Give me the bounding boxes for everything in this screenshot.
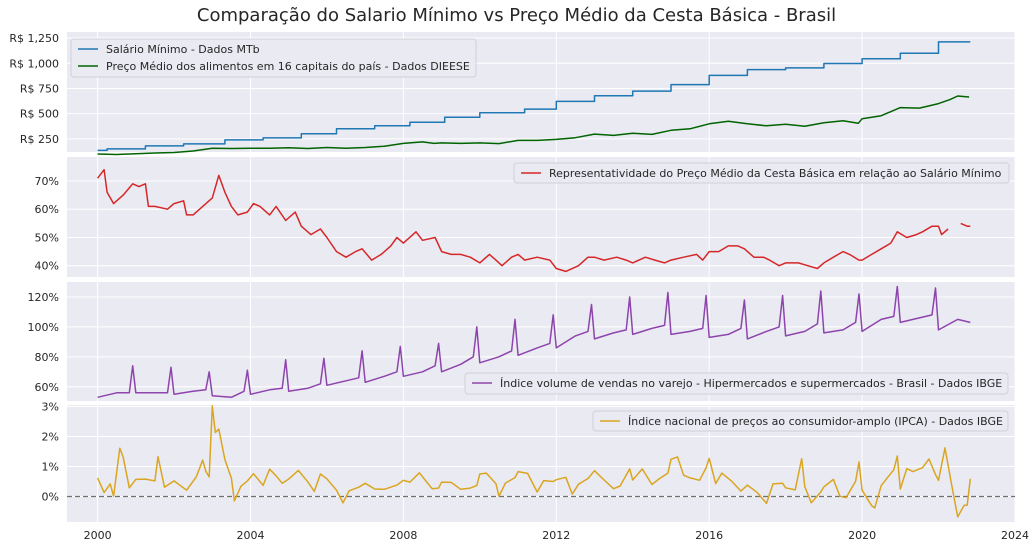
panel-4: 0% 1% 2% 3% Índice nacional de preços ao con… — [42, 401, 1016, 522]
y-tick-label: 50% — [35, 231, 59, 244]
legend-label: Preço Médio dos alimentos em 16 capitais… — [106, 60, 470, 73]
y-tick-label: 3% — [42, 401, 59, 414]
series-line — [97, 168, 971, 273]
series-line — [97, 41, 971, 152]
x-tick-label: 2016 — [695, 529, 723, 542]
panel-2: 40% 50% 60% 70% Representatividade do Preço … — [35, 157, 1016, 277]
y-tick-label: 60% — [35, 203, 59, 216]
y-tick-label: 60% — [35, 381, 59, 394]
y-tick-label: 2% — [42, 431, 59, 444]
y-tick-label: 40% — [35, 260, 59, 273]
legend-box — [464, 372, 1009, 395]
legend-box — [513, 162, 1010, 184]
legend-box — [70, 38, 477, 78]
panel-3: 60% 80% 100% 120% Índice volume de vendas no… — [28, 282, 1016, 401]
y-tick-label: R$ 750 — [20, 82, 59, 95]
y-tick-label: R$ 250 — [20, 133, 59, 146]
y-tick-label: 120% — [28, 291, 59, 304]
legend-label: Salário Mínimo - Dados MTb — [106, 43, 260, 56]
panel-1: R$ 250 R$ 500 R$ 750 R$ 1,000 R$ 1,250 Salári… — [9, 32, 1016, 156]
x-tick-label: 2024 — [1001, 529, 1029, 542]
legend-label: Índice volume de vendas no varejo - Hipe… — [500, 377, 1002, 390]
x-tick-label: 2012 — [542, 529, 570, 542]
legend-box — [592, 410, 1009, 432]
x-tick-label: 2000 — [84, 529, 112, 542]
y-tick-label: 100% — [28, 321, 59, 334]
y-tick-label: R$ 500 — [20, 108, 59, 121]
y-tick-label: R$ 1,000 — [9, 57, 59, 70]
x-tick-label: 2020 — [848, 529, 876, 542]
y-tick-label: 70% — [35, 175, 59, 188]
y-tick-label: 0% — [42, 491, 59, 504]
legend-label: Índice nacional de preços ao consumidor-… — [628, 415, 1003, 428]
series-line — [97, 285, 971, 399]
series-line — [97, 95, 970, 156]
figure-title: Comparação do Salario Mínimo vs Preço Mé… — [196, 5, 837, 26]
y-tick-label: R$ 1,250 — [9, 32, 59, 45]
series-line — [96, 405, 972, 518]
legend-label: Representatividade do Preço Médio da Ces… — [549, 167, 1002, 180]
y-tick-label: 80% — [35, 351, 59, 364]
y-tick-label: 1% — [42, 461, 59, 474]
x-tick-label: 2004 — [236, 529, 264, 542]
x-tick-label: 2008 — [389, 529, 417, 542]
